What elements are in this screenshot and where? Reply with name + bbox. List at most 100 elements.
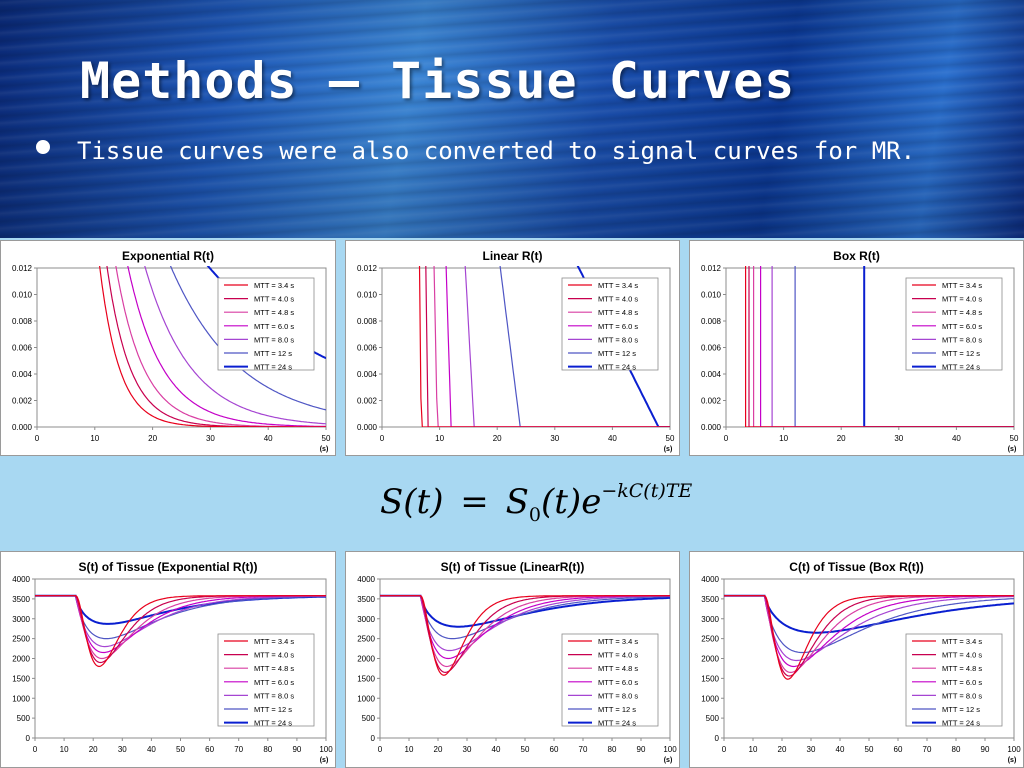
y-tick-label: 0.002 xyxy=(12,397,33,406)
series-line-5 xyxy=(144,266,326,425)
x-tick-label: 80 xyxy=(263,745,272,754)
legend-label: MTT = 6.0 s xyxy=(254,678,294,687)
slide-title: Methods – Tissue Curves xyxy=(80,52,796,110)
chart-title: S(t) of Tissue (Exponential R(t)) xyxy=(78,560,257,574)
y-tick-label: 3000 xyxy=(12,615,30,624)
equation-equals: = xyxy=(460,482,489,522)
series-group xyxy=(380,594,670,676)
x-tick-label: 20 xyxy=(89,745,98,754)
y-tick-label: 0.008 xyxy=(701,317,722,326)
y-tick-label: 2500 xyxy=(12,635,30,644)
x-tick-label: 0 xyxy=(35,434,40,443)
y-tick-label: 500 xyxy=(706,714,720,723)
x-tick-label: 20 xyxy=(434,745,443,754)
x-tick-label: 10 xyxy=(405,745,414,754)
x-axis-label: (s) xyxy=(664,757,673,764)
x-tick-label: 0 xyxy=(724,434,729,443)
x-tick-label: 40 xyxy=(836,745,845,754)
equation-band xyxy=(0,462,1024,548)
x-tick-label: 50 xyxy=(865,745,874,754)
y-tick-label: 0.000 xyxy=(12,423,33,432)
legend-label: MTT = 4.0 s xyxy=(942,295,982,304)
y-tick-label: 0.010 xyxy=(357,291,378,300)
x-tick-label: 30 xyxy=(807,745,816,754)
series-group xyxy=(724,594,1014,680)
y-tick-label: 0.004 xyxy=(12,370,33,379)
x-tick-label: 20 xyxy=(148,434,157,443)
legend-label: MTT = 4.8 s xyxy=(254,664,294,673)
legend-label: MTT = 3.4 s xyxy=(942,637,982,646)
x-tick-label: 30 xyxy=(118,745,127,754)
y-tick-label: 4000 xyxy=(12,575,30,584)
legend-label: MTT = 4.0 s xyxy=(254,295,294,304)
y-tick-label: 2000 xyxy=(701,655,719,664)
series-line-6 xyxy=(380,595,670,640)
legend-label: MTT = 24 s xyxy=(254,719,292,728)
y-tick-label: 4000 xyxy=(357,575,375,584)
y-tick-label: 1500 xyxy=(12,674,30,683)
y-tick-label: 1000 xyxy=(12,694,30,703)
x-tick-label: 30 xyxy=(894,434,903,443)
x-tick-label: 70 xyxy=(579,745,588,754)
legend-label: MTT = 8.0 s xyxy=(942,335,982,344)
x-tick-label: 20 xyxy=(778,745,787,754)
series-line-6 xyxy=(169,266,326,411)
legend-label: MTT = 24 s xyxy=(598,363,636,372)
x-tick-label: 100 xyxy=(663,745,677,754)
x-tick-label: 0 xyxy=(722,745,727,754)
chart-title: Exponential R(t) xyxy=(122,249,214,263)
y-tick-label: 2000 xyxy=(12,655,30,664)
legend-label: MTT = 8.0 s xyxy=(598,691,638,700)
y-tick-label: 0.008 xyxy=(357,317,378,326)
legend-label: MTT = 24 s xyxy=(598,719,636,728)
legend-label: MTT = 12 s xyxy=(254,349,292,358)
equation-lhs: S(t) xyxy=(380,482,444,522)
y-tick-label: 2500 xyxy=(357,635,375,644)
legend-label: MTT = 6.0 s xyxy=(942,678,982,687)
y-tick-label: 0 xyxy=(371,734,376,743)
y-tick-label: 0.002 xyxy=(357,397,378,406)
chart-title: S(t) of Tissue (LinearR(t)) xyxy=(441,560,585,574)
series-line-1 xyxy=(724,595,1014,680)
equation-exponent: −kC(t)TE xyxy=(601,480,693,502)
y-tick-label: 3000 xyxy=(701,615,719,624)
x-tick-label: 100 xyxy=(1007,745,1021,754)
chart-svg: S(t) of Tissue (Exponential R(t))0500100… xyxy=(12,560,333,764)
chart-title: C(t) of Tissue (Box R(t)) xyxy=(789,560,923,574)
chart-exponential-r: Exponential R(t) 0.000 0.002 0.004 0.006 0.00… xyxy=(0,240,336,456)
signal-equation: S(t) = S0(t)e−kC(t)TE xyxy=(380,480,693,526)
legend xyxy=(905,633,1003,727)
y-tick-label: 1000 xyxy=(357,694,375,703)
y-tick-label: 0.006 xyxy=(357,344,378,353)
x-tick-label: 70 xyxy=(923,745,932,754)
x-tick-label: 90 xyxy=(637,745,646,754)
legend-label: MTT = 4.8 s xyxy=(254,308,294,317)
x-tick-label: 90 xyxy=(292,745,301,754)
x-tick-label: 30 xyxy=(463,745,472,754)
x-tick-label: 40 xyxy=(608,434,617,443)
legend xyxy=(217,633,315,727)
legend xyxy=(561,633,659,727)
x-tick-label: 40 xyxy=(147,745,156,754)
legend-label: MTT = 3.4 s xyxy=(598,281,638,290)
x-tick-label: 100 xyxy=(319,745,333,754)
x-tick-label: 90 xyxy=(981,745,990,754)
x-axis-label: (s) xyxy=(320,446,329,453)
y-tick-label: 0 xyxy=(715,734,720,743)
y-tick-label: 0.002 xyxy=(701,397,722,406)
x-tick-label: 50 xyxy=(322,434,331,443)
x-tick-label: 50 xyxy=(521,745,530,754)
chart-signal-box: C(t) of Tissue (Box R(t)) 0 500 1000 1500 200… xyxy=(689,551,1024,768)
y-tick-label: 0.004 xyxy=(701,370,722,379)
chart-svg: S(t) of Tissue (LinearR(t))0500100015002… xyxy=(357,560,677,764)
x-tick-label: 0 xyxy=(380,434,385,443)
equation-subscript: 0 xyxy=(528,504,541,526)
equation-s: S xyxy=(505,482,529,522)
y-tick-label: 1500 xyxy=(701,674,719,683)
legend-label: MTT = 3.4 s xyxy=(598,637,638,646)
y-tick-label: 500 xyxy=(17,714,31,723)
legend-label: MTT = 4.8 s xyxy=(598,308,638,317)
x-tick-label: 30 xyxy=(550,434,559,443)
chart-svg: Exponential R(t) 0.000 0.002 0.004 0.006 0.00… xyxy=(12,249,331,453)
legend-label: MTT = 12 s xyxy=(942,705,980,714)
